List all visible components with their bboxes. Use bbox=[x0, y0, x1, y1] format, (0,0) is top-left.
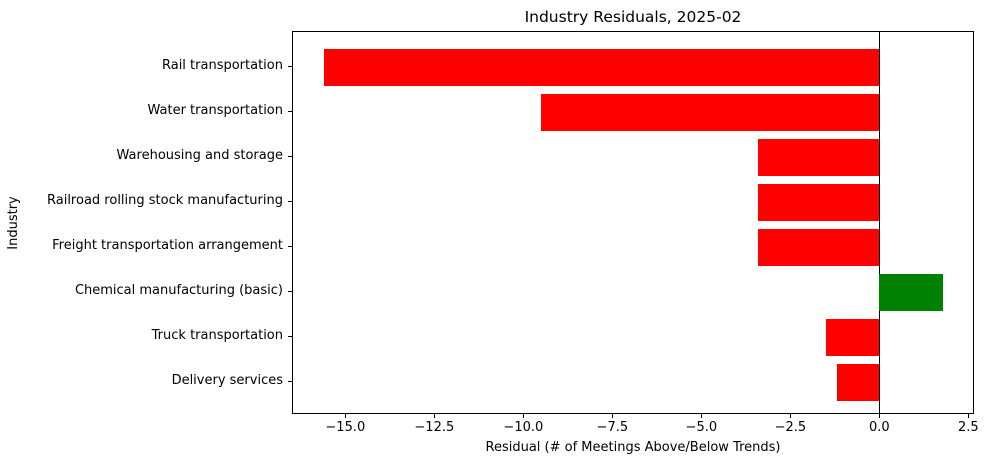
x-tick-label: −10.0 bbox=[503, 420, 544, 435]
y-tick-mark bbox=[288, 111, 292, 112]
y-tick-label: Delivery services bbox=[171, 373, 283, 388]
bar-0 bbox=[323, 48, 880, 86]
x-tick-mark bbox=[789, 414, 791, 418]
y-tick-mark bbox=[288, 201, 292, 202]
bar-2 bbox=[758, 138, 880, 176]
x-tick-mark bbox=[344, 414, 346, 418]
y-tick-label: Railroad rolling stock manufacturing bbox=[47, 193, 283, 208]
bar-6 bbox=[825, 318, 880, 356]
y-tick-mark bbox=[288, 246, 292, 247]
y-tick-mark bbox=[288, 381, 292, 382]
x-tick-label: 0.0 bbox=[869, 420, 890, 435]
y-tick-mark bbox=[288, 66, 292, 67]
x-tick-mark bbox=[611, 414, 613, 418]
x-tick-label: 2.5 bbox=[958, 420, 979, 435]
x-tick-label: −15.0 bbox=[325, 420, 366, 435]
x-tick-label: −5.0 bbox=[685, 420, 718, 435]
bar-1 bbox=[541, 93, 880, 131]
zero-line bbox=[878, 32, 881, 413]
y-tick-mark bbox=[288, 336, 292, 337]
x-tick-mark bbox=[522, 414, 524, 418]
y-tick-mark bbox=[288, 291, 292, 292]
x-tick-mark bbox=[878, 414, 880, 418]
x-axis-label: Residual (# of Meetings Above/Below Tren… bbox=[485, 440, 781, 455]
x-tick-mark bbox=[700, 414, 702, 418]
bar-5 bbox=[879, 273, 944, 311]
bar-3 bbox=[758, 183, 880, 221]
x-tick-mark bbox=[967, 414, 969, 418]
y-tick-mark bbox=[288, 156, 292, 157]
y-tick-label: Warehousing and storage bbox=[116, 148, 283, 163]
y-tick-label: Truck transportation bbox=[151, 328, 283, 343]
y-tick-label: Chemical manufacturing (basic) bbox=[74, 283, 283, 298]
chart-title: Industry Residuals, 2025-02 bbox=[524, 8, 742, 26]
x-tick-label: −7.5 bbox=[596, 420, 629, 435]
bar-4 bbox=[758, 228, 880, 266]
x-tick-label: −12.5 bbox=[414, 420, 455, 435]
x-tick-mark bbox=[433, 414, 435, 418]
y-tick-label: Freight transportation arrangement bbox=[52, 238, 283, 253]
x-tick-label: −2.5 bbox=[774, 420, 807, 435]
y-tick-label: Rail transportation bbox=[161, 58, 283, 73]
bar-7 bbox=[836, 363, 880, 401]
plot-area bbox=[292, 31, 974, 414]
y-tick-label: Water transportation bbox=[147, 103, 284, 118]
